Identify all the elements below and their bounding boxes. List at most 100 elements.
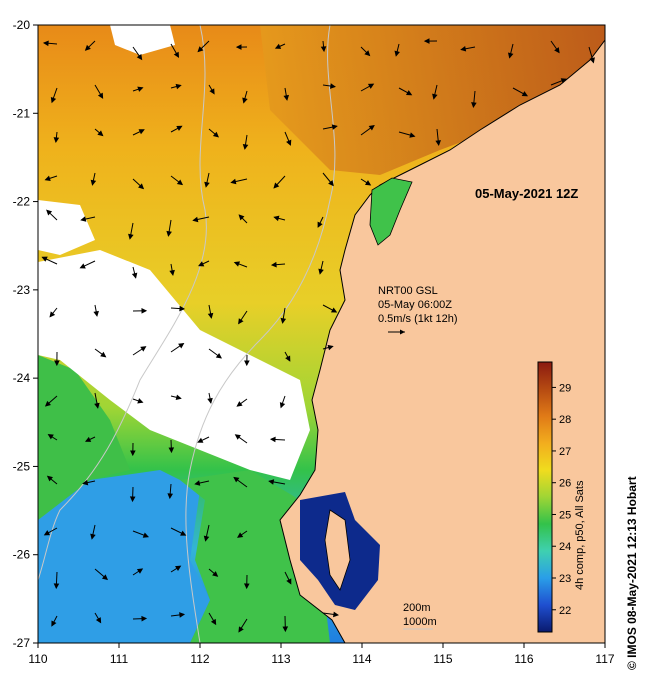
current-arrow-head-icon xyxy=(54,360,60,367)
current-arrow-head-icon xyxy=(166,230,172,237)
green-west-water xyxy=(38,355,130,520)
current-arrow-head-icon xyxy=(432,93,438,100)
lat-tick-label: -21 xyxy=(13,106,31,120)
plot-frame xyxy=(37,24,606,644)
current-arrow-head-icon xyxy=(197,437,204,443)
colorbar-tick-label: 29 xyxy=(559,382,571,394)
current-vectors xyxy=(41,38,595,633)
current-arrow-head-icon xyxy=(169,269,175,276)
current-arrow-head-icon xyxy=(46,475,53,482)
current-arrow-head-icon xyxy=(238,318,244,325)
current-arrow-head-icon xyxy=(331,124,338,130)
current-arrow-head-icon xyxy=(233,261,241,267)
colorbar-tick-label: 24 xyxy=(559,541,571,553)
colorbar-tick-label: 28 xyxy=(559,414,571,426)
current-arrow-head-icon xyxy=(521,91,529,97)
current-arrow-head-icon xyxy=(364,50,371,57)
depth-label-200m: 200m xyxy=(403,602,431,614)
current-arrow-head-icon xyxy=(46,209,53,216)
land-mass xyxy=(279,25,605,643)
current-arrow-head-icon xyxy=(43,530,51,536)
colorbar xyxy=(537,361,553,633)
current-arrow-head-icon xyxy=(330,307,338,313)
current-scale-label: 0.5m/s (1kt 12h) xyxy=(378,313,457,325)
current-arrow-head-icon xyxy=(179,305,186,312)
current-arrow-head-icon xyxy=(405,90,413,96)
current-arrow-head-icon xyxy=(435,140,441,147)
colorbar-tick-label: 27 xyxy=(559,446,571,458)
exmouth-gulf xyxy=(369,177,413,246)
current-arrow-head-icon xyxy=(368,124,375,131)
lat-tick-label: -25 xyxy=(13,459,31,473)
current-arrow-head-icon xyxy=(179,612,186,618)
current-arrow-head-icon xyxy=(560,78,567,84)
current-arrow-head-icon xyxy=(233,476,240,483)
current-arrow-head-icon xyxy=(230,178,237,185)
current-arrow-head-icon xyxy=(136,53,143,61)
lon-tick-label: 110 xyxy=(28,652,47,666)
current-arrow-head-icon xyxy=(141,308,148,314)
current-arrow-head-icon xyxy=(44,175,51,182)
current-arrow-head-icon xyxy=(97,130,104,137)
current-arrow-head-icon xyxy=(178,342,185,349)
current-arrow-head-icon xyxy=(136,568,144,574)
current-arrow-head-icon xyxy=(507,52,514,59)
current-arrow-head-icon xyxy=(101,574,109,581)
current-arrow-head-icon xyxy=(53,137,60,144)
current-arrow-head-icon xyxy=(176,125,183,131)
current-arrow-head-icon xyxy=(207,312,214,319)
lon-tick-label: 114 xyxy=(352,652,371,666)
current-arrow-head-icon xyxy=(137,398,144,404)
current-arrow-head-icon xyxy=(243,583,250,590)
colorbar-tick-label: 26 xyxy=(559,478,571,490)
current-arrow-head-icon xyxy=(95,617,102,624)
current-arrow-head-icon xyxy=(141,615,148,622)
current-arrow-head-icon xyxy=(47,434,54,440)
current-arrow-head-icon xyxy=(207,397,213,404)
current-arrow-head-icon xyxy=(142,532,149,538)
current-arrow-head-icon xyxy=(138,183,145,190)
current-arrow-head-icon xyxy=(330,83,336,89)
current-arrow-head-icon xyxy=(238,626,244,633)
current-arrow-head-icon xyxy=(175,83,182,90)
longitude-axis: 110 111 112 113 114 115 116 117 xyxy=(28,643,615,666)
colorbar-tick-label: 23 xyxy=(559,573,571,585)
current-arrow-head-icon xyxy=(212,131,220,138)
current-arrow-head-icon xyxy=(90,533,96,540)
current-arrow-head-icon xyxy=(328,180,334,187)
current-arrow-head-icon xyxy=(203,535,210,542)
cloud-mask xyxy=(38,250,310,480)
current-arrow-head-icon xyxy=(197,46,204,53)
current-arrow-head-icon xyxy=(80,216,87,222)
current-arrow-head-icon xyxy=(44,400,51,407)
current-arrow-head-icon xyxy=(192,216,199,223)
current-arrow-head-icon xyxy=(90,179,97,186)
current-arrow-head-icon xyxy=(238,214,245,221)
current-arrow-head-icon xyxy=(283,94,290,101)
current-arrow-head-icon xyxy=(128,233,134,240)
current-arrow-head-icon xyxy=(84,436,92,442)
current-arrow-head-icon xyxy=(236,401,243,407)
colorbar-ticks: 22 23 24 25 26 27 28 29 xyxy=(552,382,571,617)
current-arrow-head-icon xyxy=(130,450,136,457)
current-arrow-head-icon xyxy=(317,221,323,228)
current-arrow-head-icon xyxy=(167,493,174,500)
current-arrow-head-icon xyxy=(274,43,282,49)
current-arrow-head-icon xyxy=(173,51,180,58)
lon-tick-label: 115 xyxy=(433,652,452,666)
lat-tick-label: -27 xyxy=(13,636,31,650)
current-time-label: 05-May 06:00Z xyxy=(378,299,452,311)
current-arrow-head-icon xyxy=(234,434,241,440)
current-arrow-head-icon xyxy=(51,620,57,627)
current-arrow-head-icon xyxy=(215,352,222,359)
current-arrow-head-icon xyxy=(285,355,291,362)
lat-tick-label: -20 xyxy=(13,18,31,32)
current-arrow-head-icon xyxy=(242,143,249,150)
current-arrow-head-icon xyxy=(318,268,324,275)
current-arrow-head-icon xyxy=(131,272,138,279)
current-arrow-head-icon xyxy=(84,44,91,51)
current-arrow-head-icon xyxy=(137,86,144,92)
current-arrow-head-icon xyxy=(273,215,280,222)
current-arrow-head-icon xyxy=(194,480,201,486)
